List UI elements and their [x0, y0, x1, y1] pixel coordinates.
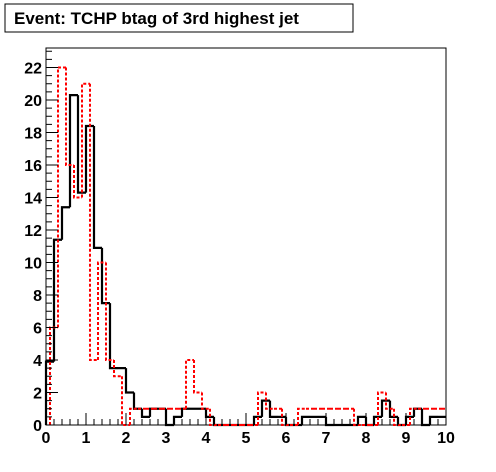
y-tick-label: 8 [33, 288, 42, 305]
y-tick-label: 6 [33, 321, 42, 338]
histogram-bin [409, 407, 418, 425]
histogram-bin [257, 391, 266, 425]
y-tick-label: 10 [24, 256, 42, 273]
histogram-bin [284, 416, 294, 427]
histogram-bin [97, 261, 106, 360]
histogram-bin [148, 407, 158, 417]
histogram-bin [385, 392, 394, 410]
x-tick-label: 3 [162, 430, 171, 447]
x-tick-label: 0 [42, 430, 51, 447]
histogram-bin [81, 82, 90, 198]
y-tick-label: 0 [33, 418, 42, 435]
histogram-bin [412, 407, 422, 417]
histogram-bin [60, 206, 70, 240]
histogram-bin [113, 360, 122, 378]
x-tick-label: 8 [362, 430, 371, 447]
y-tick-label: 22 [24, 61, 42, 78]
histogram-bin [364, 416, 374, 427]
histogram-bin [129, 407, 138, 425]
x-tick-label: 10 [437, 430, 455, 447]
x-tick-label: 2 [122, 430, 131, 447]
histogram-bin [388, 400, 398, 418]
histogram-bin [52, 238, 62, 362]
histogram-bin [353, 408, 362, 426]
y-tick-label: 20 [24, 93, 42, 110]
histogram-bin [281, 408, 290, 426]
histogram-bin [193, 360, 202, 394]
histogram-bin [268, 400, 278, 418]
histogram-bin [132, 392, 142, 410]
chart-title: Event: TCHP btag of 3rd highest jet [14, 9, 299, 28]
x-tick-label: 4 [202, 430, 211, 447]
x-tick-label: 5 [242, 430, 251, 447]
histogram-bin [121, 376, 130, 426]
series-dashed [49, 66, 446, 426]
x-tick-label: 9 [402, 430, 411, 447]
histogram-bin [212, 416, 222, 427]
histogram-bin [420, 408, 430, 427]
histogram-bin [76, 95, 86, 194]
histogram-bin [108, 303, 118, 370]
y-tick-label: 2 [33, 386, 42, 403]
histogram-bin [84, 124, 94, 193]
title-box [4, 3, 354, 33]
histogram-bin [92, 126, 102, 249]
histogram-bin [297, 407, 306, 425]
histogram-bin [105, 262, 114, 361]
y-tick-label: 16 [24, 158, 42, 175]
plot-frame [45, 47, 447, 426]
histogram-bin [164, 408, 174, 427]
series-layer [44, 66, 446, 427]
histogram-bin [260, 399, 270, 417]
histogram-bin [44, 360, 54, 425]
histogram-bin [65, 67, 74, 166]
histogram-bin [201, 392, 210, 410]
histogram-bin [57, 66, 66, 328]
histogram-bin [185, 359, 194, 409]
histogram-bin [377, 391, 386, 425]
y-tick-label: 14 [24, 191, 42, 208]
series-solid [44, 94, 446, 427]
histogram-bin [380, 399, 390, 417]
histogram-bin [140, 408, 150, 418]
y-tick-label: 18 [24, 126, 42, 143]
histogram-bin [68, 94, 78, 208]
histogram-bin [172, 415, 182, 425]
histogram-bin [100, 247, 110, 305]
x-tick-label: 6 [282, 430, 291, 447]
histogram-bin [89, 83, 98, 361]
x-tick-label: 1 [82, 430, 91, 447]
histogram-bin [300, 415, 310, 425]
y-tick-label: 4 [33, 353, 42, 370]
histogram-bin [396, 416, 406, 427]
histogram-bin [324, 416, 334, 427]
histogram-bin [209, 408, 218, 426]
histogram-bin [73, 165, 82, 199]
histogram-bin [356, 415, 366, 425]
histogram-bin [124, 368, 134, 394]
y-tick-label: 12 [24, 223, 42, 240]
histogram-bin [428, 415, 438, 425]
histogram-bin [265, 392, 274, 410]
x-tick-label: 7 [322, 430, 331, 447]
histogram-bin [393, 408, 402, 426]
histogram-bin [180, 407, 190, 417]
